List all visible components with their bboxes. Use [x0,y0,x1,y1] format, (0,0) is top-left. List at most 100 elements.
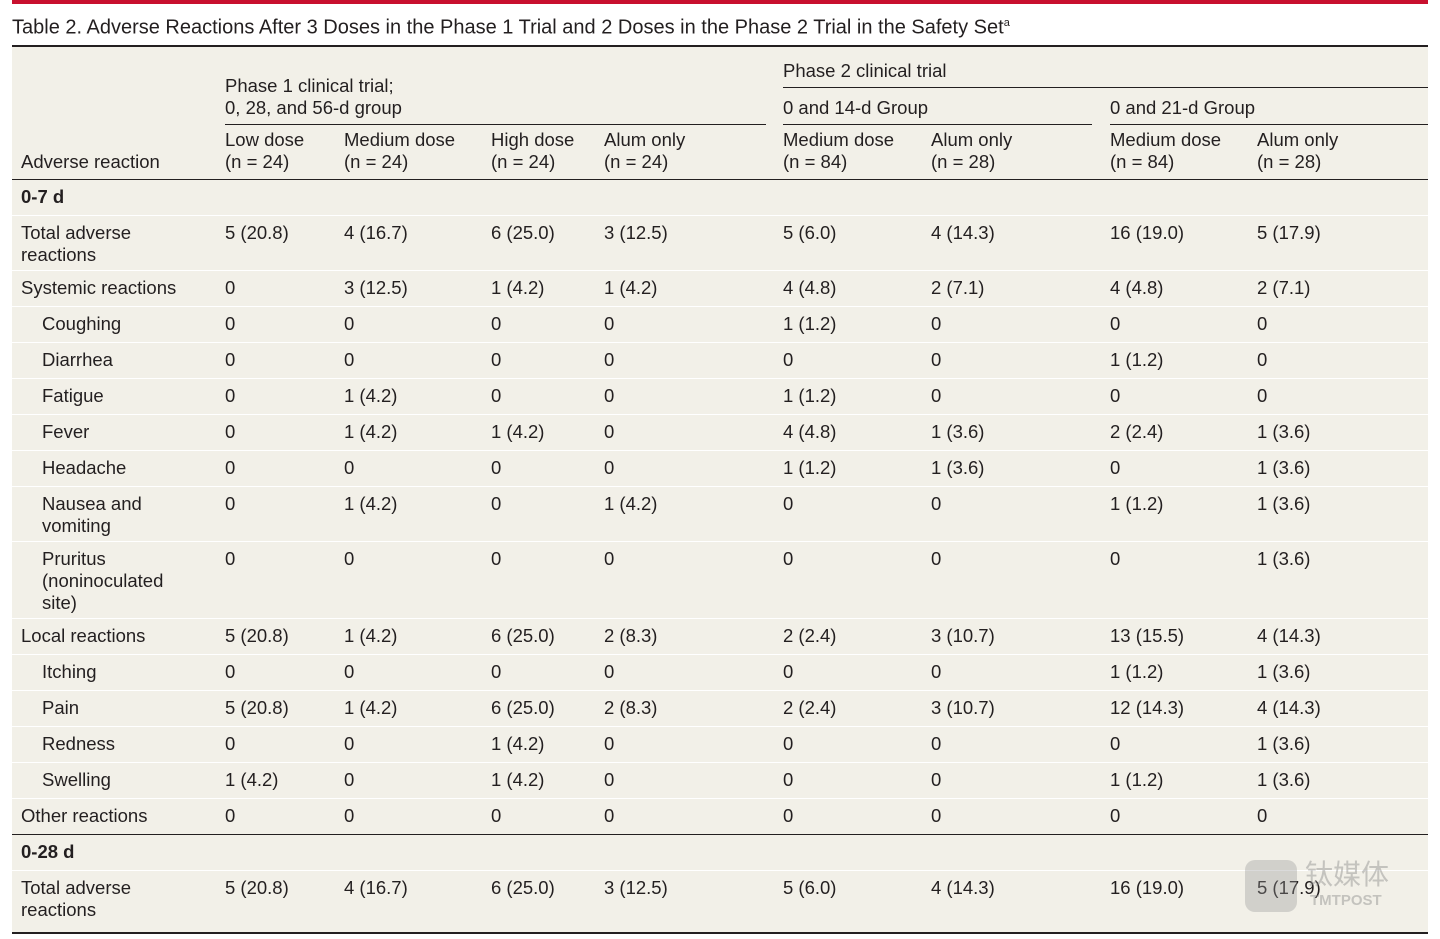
row-label: Pain [42,697,79,719]
cell: 6 (25.0) [491,877,555,898]
cell: 0 [344,769,355,790]
cell: 0 [1257,385,1268,406]
row-separator [12,450,1428,451]
row-label: Fever [42,421,89,443]
cell: 2 (2.4) [783,697,837,718]
label-line: Headache [42,457,127,478]
header-line: (n = 28) [1257,151,1322,172]
cell: 1 (4.2) [491,277,545,298]
row-label: Other reactions [21,805,147,827]
cell: 2 (2.4) [1110,421,1164,442]
cell: 0 [931,769,942,790]
cell: 5 (20.8) [225,625,289,646]
cell: 1 (3.6) [1257,493,1311,514]
cell: 4 (4.8) [1110,277,1164,298]
cell: 0 [783,769,794,790]
row-separator [12,541,1428,542]
cell: 0 [604,457,615,478]
cell: 0 [491,661,502,682]
header-line: 0, 28, and 56-d group [225,97,402,118]
cell: 0 [931,805,942,826]
cell: 0 [931,733,942,754]
column-header: Medium dose (n = 84) [1110,129,1221,173]
cell: 0 [1257,805,1268,826]
cell: 4 (16.7) [344,222,408,243]
cell: 0 [491,385,502,406]
label-line: (noninoculated [42,570,164,591]
cell: 6 (25.0) [491,222,555,243]
watermark-text: TMTPOST [1310,892,1382,909]
cell: 0 [604,548,615,569]
phase1-header: Phase 1 clinical trial; 0, 28, and 56-d g… [225,75,402,119]
cell: 4 (16.7) [344,877,408,898]
cell: 1 (1.2) [1110,349,1164,370]
cell: 0 [931,493,942,514]
cell: 0 [1110,805,1121,826]
cell: 0 [344,349,355,370]
cell: 5 (6.0) [783,877,837,898]
cell: 0 [225,548,236,569]
cell: 1 (1.2) [1110,493,1164,514]
label-line: Other reactions [21,805,148,826]
label-line: Itching [42,661,97,682]
row-separator [12,618,1428,619]
cell: 5 (20.8) [225,697,289,718]
cell: 0 [1110,385,1121,406]
cell: 3 (12.5) [604,222,668,243]
cell: 2 (8.3) [604,625,658,646]
watermark-logo [1245,860,1297,912]
cell: 3 (12.5) [344,277,408,298]
cell: 1 (4.2) [491,769,545,790]
table-bottom-rule [12,932,1428,934]
row-label: Swelling [42,769,111,791]
cell: 1 (3.6) [1257,769,1311,790]
label-line: Redness [42,733,116,754]
cell: 6 (25.0) [491,697,555,718]
label-line: Local reactions [21,625,146,646]
cell: 1 (3.6) [1257,421,1311,442]
cell: 1 (4.2) [344,625,398,646]
label-line: Total adverse [21,222,132,243]
cell: 0 [225,805,236,826]
column-header: Alum only (n = 28) [1257,129,1338,173]
cell: 0 [783,661,794,682]
group-header: 0 and 14-d Group [783,97,929,118]
cell: 6 (25.0) [491,625,555,646]
cell: 1 (4.2) [604,277,658,298]
cell: 1 (1.2) [1110,661,1164,682]
row-label: Nausea and vomiting [42,493,142,537]
cell: 0 [931,349,942,370]
label-line: site) [42,592,77,613]
label-line: reactions [21,899,97,920]
column-header: Alum only (n = 24) [604,129,685,173]
header-line: High dose [491,129,575,150]
cell: 0 [604,769,615,790]
row-label: Coughing [42,313,121,335]
row-separator [12,798,1428,799]
header-bottom-rule [12,179,1428,180]
row-separator [12,726,1428,727]
cell: 0 [491,457,502,478]
top-bar [12,0,1428,4]
cell: 1 (4.2) [225,769,279,790]
cell: 0 [604,349,615,370]
cell: 0 [225,493,236,514]
phase2-header: Phase 2 clinical trial [783,60,947,81]
cell: 0 [931,548,942,569]
group-rule [783,124,1092,125]
cell: 0 [225,349,236,370]
cell: 0 [604,385,615,406]
row-separator [12,762,1428,763]
label-line: Total adverse [21,877,132,898]
section-label: 0-7 d [21,186,65,207]
cell: 0 [604,313,615,334]
header-line: (n = 24) [225,151,290,172]
header-line: Medium dose [344,129,456,150]
cell: 1 (4.2) [344,421,398,442]
header-line: (n = 24) [604,151,669,172]
row-label: Itching [42,661,97,683]
column-header: Medium dose (n = 84) [783,129,894,173]
row-label: Fatigue [42,385,104,407]
row-label: Systemic reactions [21,277,176,299]
label-line: Pain [42,697,80,718]
